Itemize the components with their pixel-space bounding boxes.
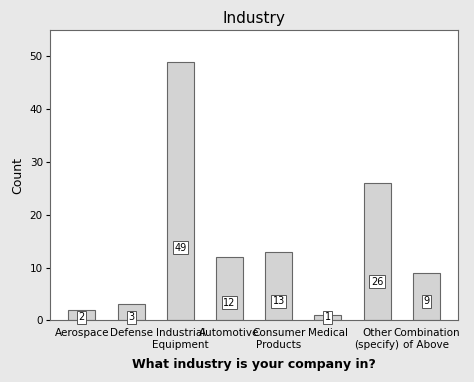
Text: 9: 9 bbox=[423, 296, 429, 306]
Text: 12: 12 bbox=[223, 298, 236, 308]
Bar bbox=[265, 252, 292, 320]
Text: 3: 3 bbox=[128, 312, 134, 322]
Bar bbox=[118, 304, 145, 320]
Bar bbox=[364, 183, 391, 320]
Text: 1: 1 bbox=[325, 312, 331, 322]
Text: 49: 49 bbox=[174, 243, 186, 253]
Text: 2: 2 bbox=[79, 312, 85, 322]
Y-axis label: Count: Count bbox=[11, 157, 24, 194]
Bar bbox=[68, 310, 95, 320]
Text: 26: 26 bbox=[371, 277, 383, 287]
Bar bbox=[314, 315, 341, 320]
Text: 13: 13 bbox=[273, 296, 285, 306]
Bar bbox=[167, 62, 194, 320]
Title: Industry: Industry bbox=[223, 11, 285, 26]
X-axis label: What industry is your company in?: What industry is your company in? bbox=[132, 358, 376, 371]
Bar bbox=[413, 273, 440, 320]
Bar bbox=[216, 257, 243, 320]
